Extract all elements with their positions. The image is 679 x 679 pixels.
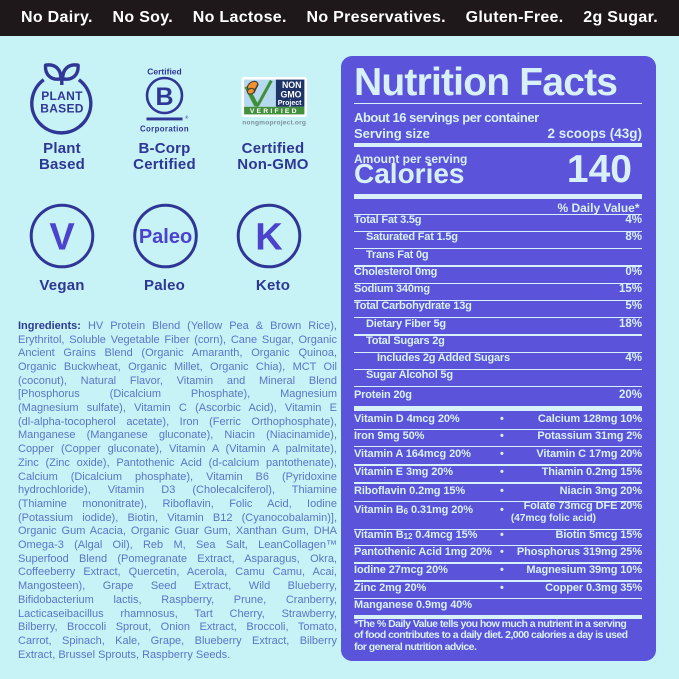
svg-text:Certified: Certified (147, 67, 181, 77)
svg-text:Corporation: Corporation (140, 125, 189, 134)
svg-text:GMO: GMO (280, 89, 301, 99)
svg-text:K: K (255, 217, 283, 259)
svg-text:V: V (49, 217, 75, 259)
svg-text:Paleo: Paleo (139, 226, 192, 248)
svg-text:NON: NON (282, 80, 302, 90)
svg-text:nongmoproject.org: nongmoproject.org (242, 120, 306, 127)
svg-text:B: B (155, 83, 173, 111)
svg-text:Project: Project (278, 100, 302, 107)
svg-text:VERIFIED: VERIFIED (250, 108, 299, 115)
svg-text:PLANT: PLANT (41, 89, 83, 103)
svg-text:®: ® (185, 114, 189, 120)
svg-text:BASED: BASED (40, 102, 84, 116)
